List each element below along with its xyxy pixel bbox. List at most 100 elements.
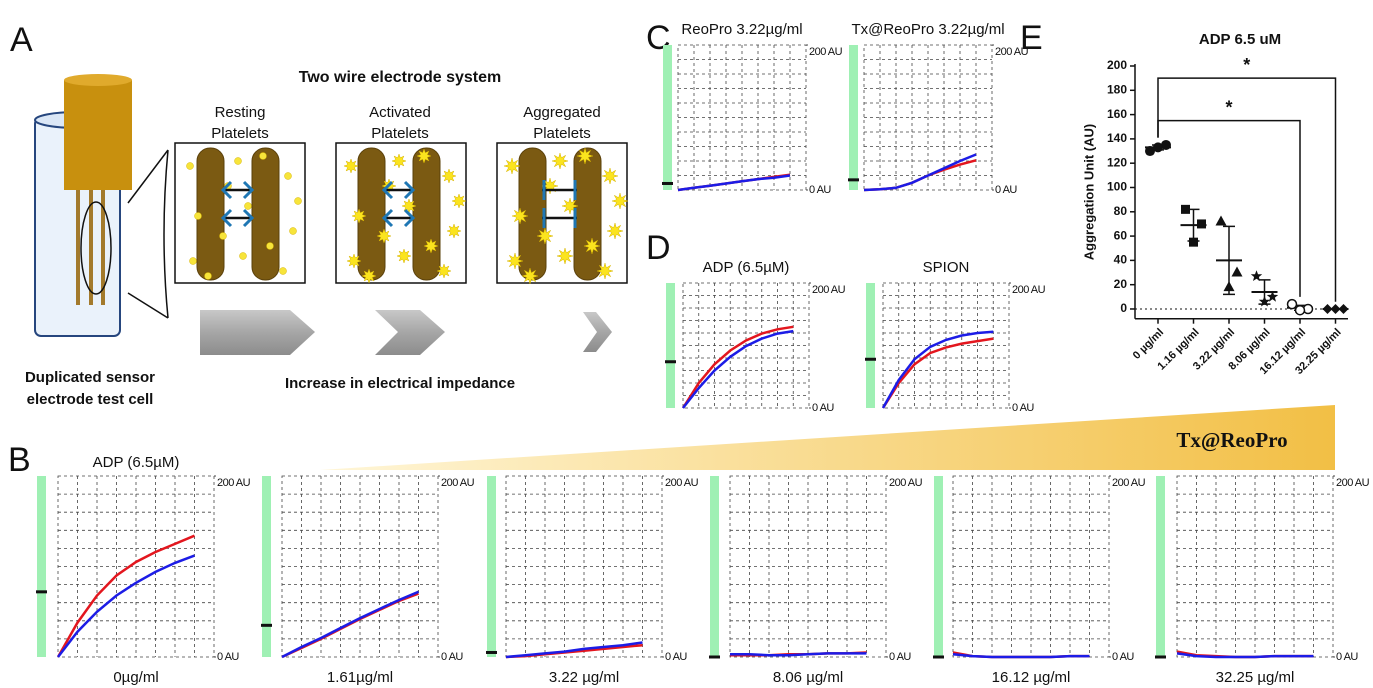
signal-bar: [487, 476, 496, 657]
panel-title: SPION: [923, 259, 970, 276]
platelet: [260, 153, 267, 160]
signal-bar: [849, 45, 858, 190]
platelet: [424, 239, 438, 253]
page: {"panel_a":{"label":"A","title":"Two wir…: [0, 0, 1373, 688]
state-label: Activated: [369, 104, 431, 121]
y-tick-label: 0 AU: [665, 651, 687, 663]
platelet: [290, 228, 297, 235]
platelet: [537, 228, 553, 244]
point: [1216, 216, 1227, 226]
platelet: [522, 268, 538, 284]
y-tick-label: 200 AU: [995, 46, 1029, 58]
chart-title: ADP 6.5 uM: [1199, 31, 1281, 48]
state-label: Platelets: [211, 125, 269, 142]
caption: Duplicated sensor: [25, 369, 155, 386]
point: [1296, 306, 1305, 315]
y-tick-label: 200 AU: [217, 477, 251, 489]
trace-line: [58, 556, 195, 657]
platelet: [417, 149, 431, 163]
platelet: [352, 209, 366, 223]
y-tick-label: 200 AU: [1112, 477, 1146, 489]
platelet: [442, 169, 456, 183]
y-tick-label: 0 AU: [1336, 651, 1358, 663]
marker: [865, 358, 876, 361]
platelet: [240, 253, 247, 260]
trace-line: [883, 332, 993, 408]
trace-line: [678, 176, 790, 191]
platelet: [347, 254, 361, 268]
state-label: Aggregated: [523, 104, 601, 121]
caption: 1.61µg/ml: [327, 669, 393, 686]
platelet: [205, 273, 212, 280]
point: [1197, 219, 1206, 228]
y-tick-label: 80: [1114, 204, 1128, 218]
marker: [933, 656, 944, 659]
significance-label: *: [1243, 55, 1250, 75]
state-label: Platelets: [533, 125, 591, 142]
platelet: [512, 208, 528, 224]
rod: [252, 148, 279, 280]
point: [1224, 281, 1235, 291]
platelet: [584, 238, 600, 254]
platelet: [452, 194, 466, 208]
signal-bar: [710, 476, 719, 657]
electrode-top: [64, 74, 132, 86]
y-tick-label: 0 AU: [441, 651, 463, 663]
wire: [76, 190, 80, 305]
trace-line: [883, 339, 993, 408]
platelet: [235, 158, 242, 165]
y-tick-label: 200 AU: [1336, 477, 1370, 489]
y-tick-label: 0: [1120, 301, 1127, 315]
platelet: [220, 233, 227, 240]
marker: [709, 656, 720, 659]
y-tick-label: 0 AU: [812, 402, 834, 414]
y-tick-label: 120: [1107, 155, 1127, 169]
figure: A Two wire electrode system Resting Plat…: [0, 0, 1373, 688]
panel-letter: B: [8, 441, 31, 479]
y-tick-label: 160: [1107, 107, 1127, 121]
platelet: [245, 203, 252, 210]
y-tick-label: 200: [1107, 58, 1127, 72]
platelet: [437, 264, 451, 278]
platelet: [607, 223, 623, 239]
platelet: [397, 249, 411, 263]
arrow: [375, 310, 445, 355]
platelet: [557, 248, 573, 264]
trace-line: [282, 592, 419, 657]
y-tick-label: 200 AU: [441, 477, 475, 489]
platelet: [392, 154, 406, 168]
platelet: [190, 258, 197, 265]
signal-bar: [1156, 476, 1165, 657]
y-tick-label: 0 AU: [1112, 651, 1134, 663]
y-axis-label: Aggregation Unit (AU): [1081, 124, 1096, 260]
marker: [486, 651, 497, 654]
y-tick-label: 200 AU: [889, 477, 923, 489]
y-tick-label: 60: [1114, 228, 1128, 242]
platelet: [552, 153, 568, 169]
caption: electrode test cell: [27, 391, 154, 408]
platelet: [285, 173, 292, 180]
point: [1189, 238, 1198, 247]
y-tick-label: 200 AU: [812, 284, 846, 296]
signal-bar: [666, 283, 675, 408]
caption: 3.22 µg/ml: [549, 669, 619, 686]
y-tick-label: 140: [1107, 131, 1127, 145]
platelet: [504, 158, 520, 174]
state-label: Resting: [215, 104, 266, 121]
platelet-boxes: [175, 143, 628, 284]
panel-a: A Two wire electrode system Resting Plat…: [10, 21, 628, 408]
marker: [662, 182, 673, 185]
arrow: [200, 310, 315, 355]
y-tick-label: 100: [1107, 180, 1127, 194]
diagram-title: Two wire electrode system: [299, 69, 501, 86]
marker: [665, 360, 676, 363]
y-tick-label: 20: [1114, 277, 1128, 291]
point: [1181, 205, 1190, 214]
y-tick-label: 0 AU: [995, 184, 1017, 196]
point: [1331, 304, 1341, 314]
platelet: [267, 243, 274, 250]
arrow: [583, 312, 612, 352]
y-tick-label: 0 AU: [809, 184, 831, 196]
panel-title: ADP (6.5µM): [703, 259, 790, 276]
x-tick-label: 0 µg/ml: [1131, 326, 1166, 361]
